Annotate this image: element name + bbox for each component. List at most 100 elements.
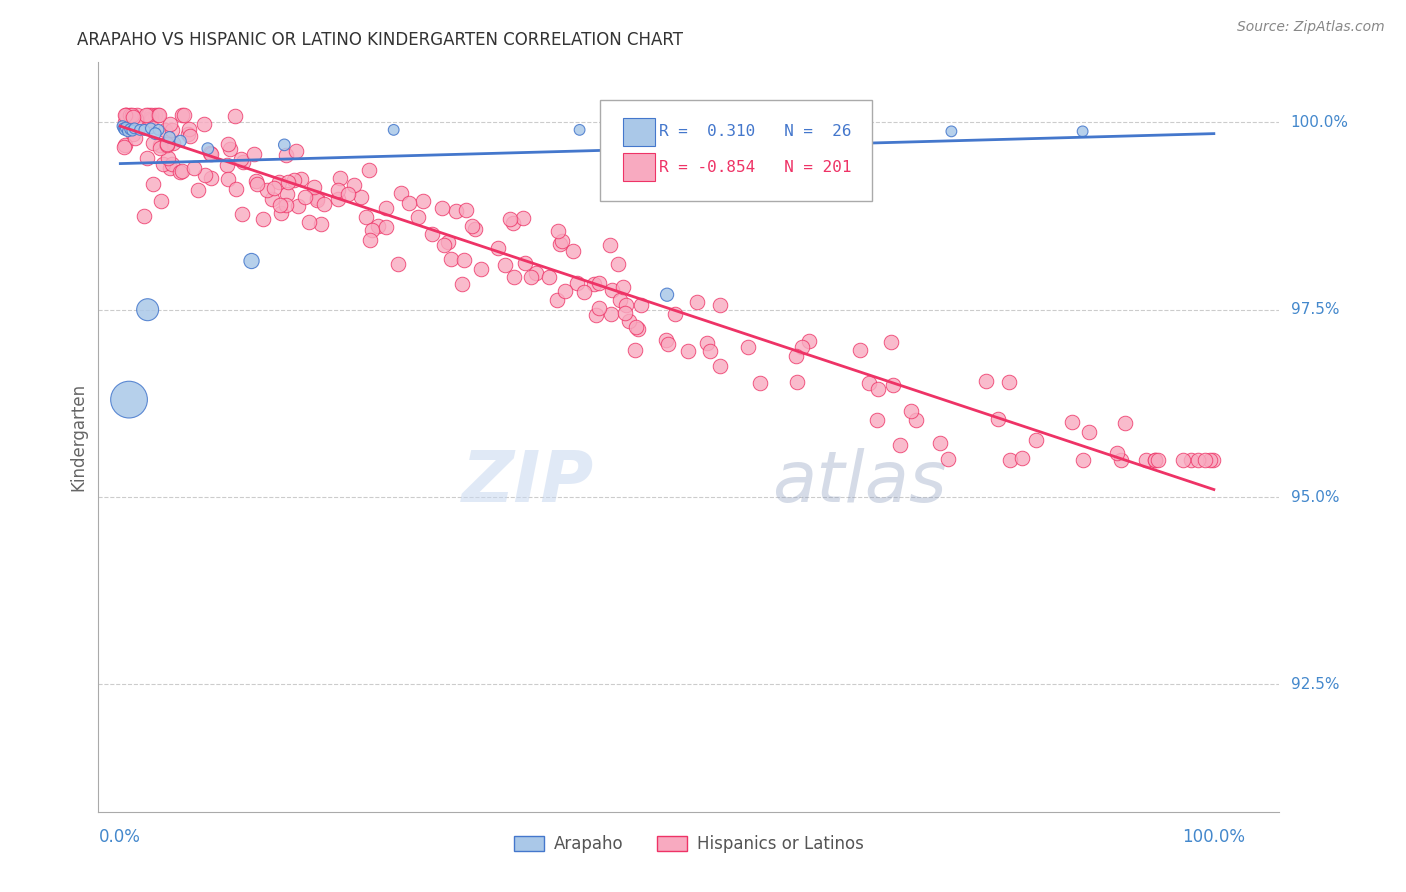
- Point: [135, 151, 157, 165]
- Point: [538, 269, 561, 284]
- Point: [114, 120, 136, 135]
- Point: [502, 216, 524, 230]
- Point: [120, 122, 142, 136]
- Point: [749, 376, 772, 391]
- Point: [240, 254, 263, 268]
- Point: [868, 382, 890, 396]
- Point: [790, 340, 813, 354]
- Point: [900, 404, 922, 418]
- Point: [389, 186, 412, 200]
- Point: [219, 142, 242, 156]
- Point: [122, 127, 145, 141]
- Point: [498, 212, 520, 227]
- Point: [1062, 415, 1084, 429]
- Point: [170, 108, 193, 122]
- Point: [142, 136, 165, 151]
- Point: [298, 215, 321, 229]
- Point: [252, 212, 274, 227]
- Point: [200, 147, 222, 161]
- Point: [336, 186, 359, 201]
- Point: [1071, 124, 1094, 138]
- Point: [307, 191, 329, 205]
- Point: [512, 211, 534, 226]
- Point: [245, 174, 267, 188]
- Point: [157, 135, 180, 149]
- Point: [880, 334, 903, 349]
- Point: [273, 137, 295, 152]
- Point: [326, 182, 349, 196]
- Point: [217, 136, 239, 151]
- Point: [200, 171, 222, 186]
- Point: [217, 159, 239, 173]
- Point: [1180, 452, 1202, 467]
- Point: [277, 175, 299, 189]
- Point: [359, 162, 381, 177]
- Point: [568, 123, 591, 137]
- Point: [439, 252, 461, 266]
- Point: [157, 151, 180, 165]
- Point: [114, 123, 136, 137]
- Point: [290, 172, 312, 186]
- Point: [121, 108, 143, 122]
- Point: [276, 197, 298, 211]
- Point: [655, 287, 678, 301]
- FancyBboxPatch shape: [600, 100, 872, 201]
- Text: R =  0.310   N =  26: R = 0.310 N = 26: [659, 124, 852, 139]
- Text: 95.0%: 95.0%: [1291, 490, 1339, 505]
- Point: [169, 134, 191, 148]
- Text: 92.5%: 92.5%: [1291, 677, 1339, 692]
- Point: [256, 184, 278, 198]
- Point: [1135, 452, 1157, 467]
- Point: [187, 183, 209, 197]
- Point: [160, 123, 183, 137]
- Point: [326, 192, 349, 206]
- Point: [904, 413, 927, 427]
- Point: [115, 108, 138, 122]
- Point: [194, 168, 217, 182]
- Point: [179, 121, 201, 136]
- Point: [121, 123, 143, 137]
- Point: [1025, 433, 1047, 447]
- Point: [274, 147, 297, 161]
- Point: [218, 171, 240, 186]
- Point: [1187, 452, 1209, 467]
- Point: [882, 377, 904, 392]
- Point: [232, 155, 254, 169]
- Point: [453, 253, 475, 268]
- Point: [284, 145, 307, 159]
- Point: [1011, 450, 1033, 465]
- Point: [1144, 452, 1167, 467]
- Point: [329, 170, 352, 185]
- Point: [567, 276, 589, 290]
- FancyBboxPatch shape: [623, 118, 655, 145]
- Text: 97.5%: 97.5%: [1291, 302, 1339, 318]
- Point: [143, 127, 166, 141]
- Point: [114, 114, 136, 128]
- Point: [676, 344, 699, 359]
- Point: [142, 178, 165, 192]
- Point: [263, 181, 285, 195]
- Point: [709, 359, 731, 374]
- Point: [486, 242, 509, 256]
- Point: [546, 293, 568, 307]
- Point: [624, 343, 647, 358]
- Point: [524, 266, 547, 280]
- Point: [1078, 425, 1101, 439]
- Point: [111, 119, 134, 133]
- Point: [572, 285, 595, 300]
- Point: [177, 127, 200, 141]
- Point: [456, 202, 478, 217]
- Point: [737, 340, 759, 354]
- Point: [1144, 452, 1167, 467]
- Point: [998, 452, 1021, 467]
- Point: [599, 238, 621, 252]
- Point: [799, 334, 821, 348]
- Point: [117, 124, 139, 138]
- Point: [361, 222, 384, 236]
- Point: [387, 257, 409, 271]
- Point: [460, 219, 482, 233]
- Point: [127, 108, 149, 122]
- Point: [153, 123, 176, 137]
- Point: [600, 307, 623, 321]
- Point: [858, 376, 880, 391]
